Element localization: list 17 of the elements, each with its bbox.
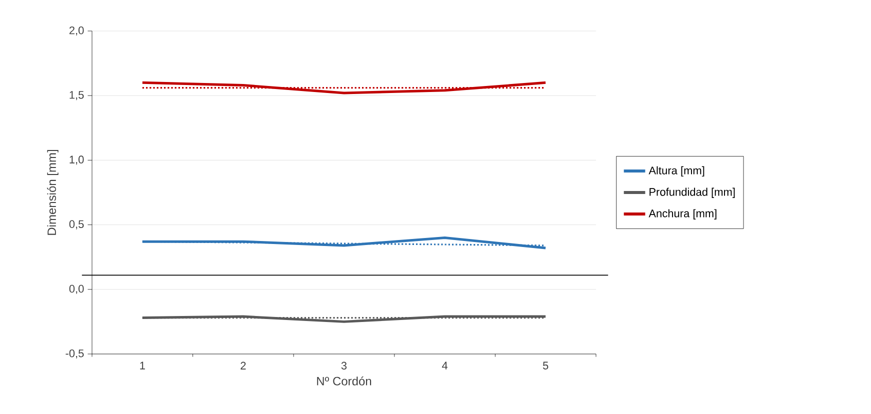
y-tick-label: -0,5 bbox=[66, 349, 84, 359]
legend-label: Altura [mm] bbox=[648, 166, 704, 177]
y-tick-label: 0,5 bbox=[69, 220, 84, 230]
y-tick-label: 1,0 bbox=[70, 156, 84, 165]
line-series bbox=[141, 81, 547, 94]
x-axis-title: Nº Cordón bbox=[317, 376, 372, 386]
x-tick-label: 5 bbox=[542, 362, 548, 370]
legend-label: Profundidad [mm] bbox=[650, 188, 735, 198]
y-tick-label: 2,0 bbox=[69, 26, 84, 36]
legend-label: Anchura [mm] bbox=[648, 209, 716, 220]
x-tick-label: 2 bbox=[240, 362, 246, 370]
x-tick-label: 4 bbox=[442, 362, 448, 370]
y-tick-label: 1,5 bbox=[70, 91, 84, 100]
x-tick-label: 1 bbox=[140, 362, 145, 370]
y-axis-title: Dimensión [mm] bbox=[47, 150, 58, 235]
x-tick-label: 3 bbox=[341, 362, 347, 370]
y-tick-label: 0,0 bbox=[69, 284, 84, 294]
